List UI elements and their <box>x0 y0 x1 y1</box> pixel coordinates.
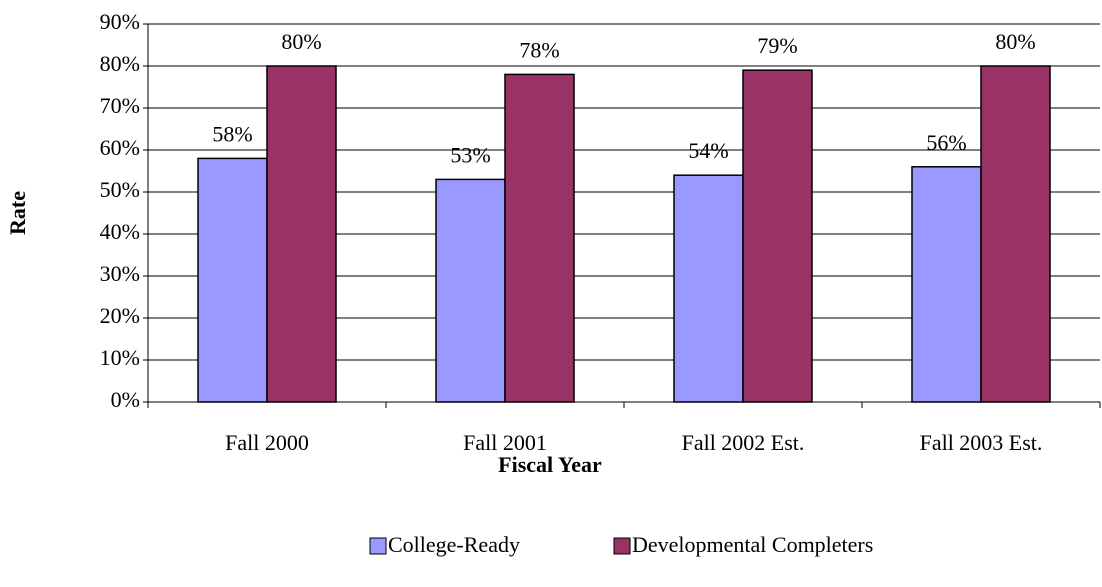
y-tick-label: 0% <box>111 387 140 412</box>
y-tick-label: 50% <box>100 177 140 202</box>
data-label: 54% <box>688 138 728 163</box>
x-tick-label: Fall 2002 Est. <box>682 430 805 455</box>
bar <box>266 65 337 403</box>
data-label: 78% <box>519 37 559 62</box>
legend-swatch <box>369 537 387 555</box>
y-tick-label: 60% <box>100 135 140 160</box>
bar <box>435 178 506 403</box>
data-label: 58% <box>212 121 252 146</box>
bar <box>673 174 744 403</box>
legend-label: Developmental Completers <box>632 532 873 557</box>
y-tick-label: 30% <box>100 261 140 286</box>
y-tick-label: 70% <box>100 93 140 118</box>
y-tick-label: 20% <box>100 303 140 328</box>
x-tick-label: Fall 2003 Est. <box>920 430 1043 455</box>
data-label: 80% <box>995 29 1035 54</box>
data-label: 79% <box>757 33 797 58</box>
x-tick-label: Fall 2000 <box>225 430 309 455</box>
y-tick-label: 80% <box>100 51 140 76</box>
y-tick-label: 90% <box>100 9 140 34</box>
bar <box>504 73 575 403</box>
data-label: 53% <box>450 142 490 167</box>
data-label: 56% <box>926 130 966 155</box>
x-tick-label: Fall 2001 <box>463 430 547 455</box>
data-label: 80% <box>281 29 321 54</box>
legend-swatch <box>613 537 631 555</box>
bar <box>911 166 982 403</box>
y-axis-label: Rate <box>5 191 30 235</box>
y-tick-label: 10% <box>100 345 140 370</box>
legend-label: College-Ready <box>388 532 520 557</box>
bar <box>980 65 1051 403</box>
bar <box>197 157 268 403</box>
x-axis-label: Fiscal Year <box>498 452 602 477</box>
y-tick-label: 40% <box>100 219 140 244</box>
bar <box>742 69 813 403</box>
